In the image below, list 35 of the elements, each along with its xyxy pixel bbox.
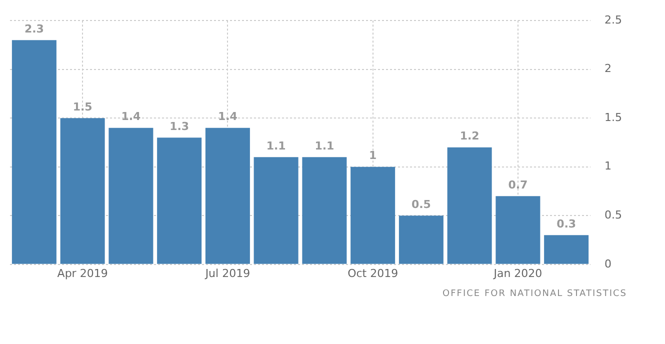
data-label: 0.5 [411, 198, 431, 211]
x-tick-label: Apr 2019 [57, 266, 108, 280]
y-tick-label: 1 [604, 160, 612, 173]
y-tick-label: 2.5 [604, 13, 622, 26]
bar [60, 118, 105, 264]
data-label: 2.3 [24, 22, 44, 36]
data-label: 1.1 [314, 139, 334, 152]
text: OFFICE FOR NATIONAL STATISTICS [442, 289, 627, 299]
data-label: 0.7 [508, 178, 528, 192]
y-tick-label: 0 [604, 257, 612, 270]
bar [447, 147, 492, 264]
x-tick-label: Jan 2020 [492, 266, 542, 280]
x-tick-label: Oct 2019 [348, 266, 398, 280]
y-tick-label: 1.5 [604, 110, 622, 124]
bar [12, 40, 56, 264]
bar [398, 216, 444, 264]
bar [205, 128, 250, 264]
bar [544, 235, 589, 264]
data-label: 1.4 [121, 110, 142, 124]
bar [108, 128, 154, 264]
bar [302, 157, 347, 264]
data-label: 0.3 [556, 218, 576, 231]
bar [350, 166, 396, 264]
bar [157, 138, 202, 264]
data-label: 1.5 [72, 100, 92, 114]
x-tick-label: Jul 2019 [204, 266, 250, 280]
data-label: 1.2 [460, 130, 480, 143]
data-label: 1.4 [218, 110, 238, 124]
y-tick-label: 0.5 [604, 208, 622, 222]
y-tick-label: 2 [604, 62, 612, 76]
data-label: 1 [368, 149, 377, 162]
data-label: 1.3 [170, 120, 190, 133]
bar [496, 196, 540, 264]
bar [254, 157, 298, 264]
data-label: 1.1 [266, 139, 286, 152]
